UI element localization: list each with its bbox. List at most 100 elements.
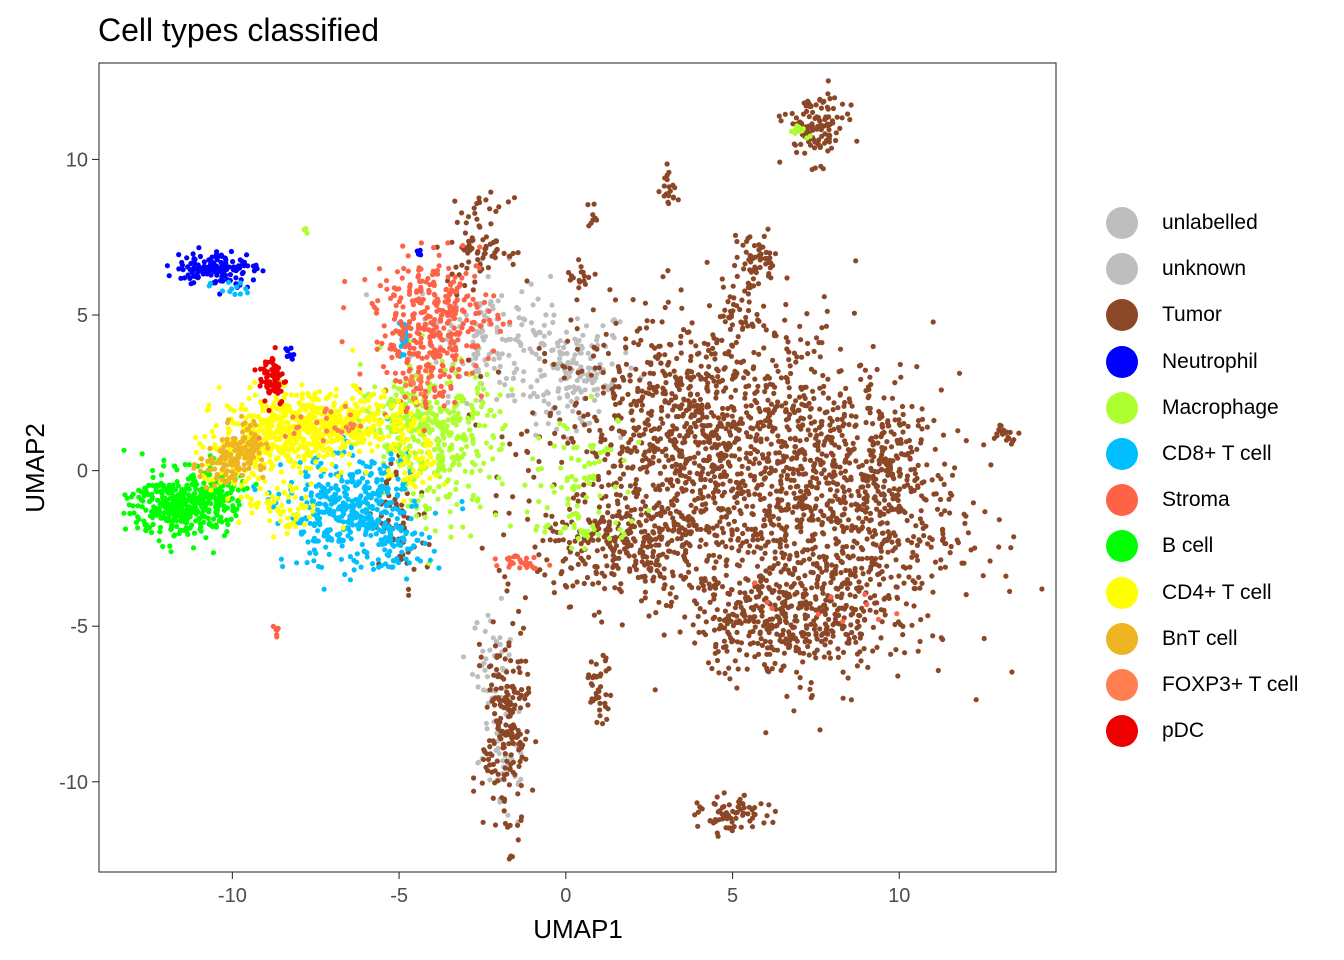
data-point [318,473,324,479]
data-point [588,372,595,378]
data-point [723,426,729,432]
data-point [777,584,783,590]
data-point [809,546,816,552]
data-point [499,434,505,440]
data-point [378,563,385,569]
data-point [769,483,775,489]
data-point [576,484,582,490]
data-point [367,464,373,470]
data-point [483,197,489,203]
data-point [847,592,853,598]
data-point [662,175,668,181]
data-point [631,432,637,438]
data-point [932,446,938,452]
data-point [665,506,671,512]
data-point [500,745,506,751]
data-point [758,436,764,442]
data-point [848,612,854,618]
data-point [788,370,794,377]
data-point [823,554,829,561]
data-point [792,449,798,455]
data-point [581,482,587,488]
data-point [871,441,877,447]
data-point [496,567,502,574]
data-point [845,553,851,559]
data-point [878,411,884,417]
data-point [618,483,624,489]
data-point [730,808,736,815]
data-point [763,384,770,390]
data-point [623,350,629,356]
data-point [743,249,749,255]
data-point [834,416,841,422]
data-point [459,262,465,268]
data-point [728,488,735,494]
data-point [691,374,697,380]
data-point [866,386,872,393]
data-point [478,404,484,410]
data-point [766,470,773,476]
data-point [729,828,735,834]
data-point [734,639,741,645]
data-point [849,403,855,409]
data-point [525,702,531,708]
data-point [719,525,725,531]
data-point [833,137,839,144]
data-point [928,544,934,550]
data-point [699,422,705,428]
data-point [766,413,773,419]
data-point [828,506,834,512]
data-point [327,496,333,502]
data-point [494,667,500,673]
data-point [877,415,883,421]
data-point [831,602,838,608]
data-point [573,400,579,406]
data-point [797,128,803,134]
data-point [729,819,735,825]
data-point [722,307,728,313]
data-point [469,496,475,503]
data-point [583,494,590,500]
data-point [819,325,825,331]
data-point [715,415,722,421]
data-point [775,433,781,439]
data-point [504,588,510,594]
data-point [313,538,319,544]
data-point [180,267,186,273]
data-point [740,540,746,546]
data-point [805,538,811,544]
data-point [826,114,832,120]
data-point [598,439,604,445]
data-point [819,133,825,139]
data-point [729,322,736,328]
data-point [813,630,819,636]
data-point [423,526,429,532]
data-point [841,623,847,630]
data-point [754,388,760,394]
data-point [530,456,536,462]
data-point [474,200,480,207]
data-point [855,488,861,494]
data-point [339,478,345,484]
data-point [449,239,455,245]
data-point [735,535,742,542]
data-point [676,404,682,410]
data-point [513,451,519,458]
data-point [307,550,313,556]
data-point [725,601,732,607]
data-point [430,419,436,426]
data-point [929,477,935,483]
data-point [785,502,791,508]
data-point [593,695,600,701]
data-point [727,429,733,435]
data-point [637,549,643,555]
data-point [748,444,754,450]
data-point [503,722,509,728]
data-point [536,498,542,505]
data-point [491,413,497,419]
data-point [415,408,421,414]
data-point [487,744,493,750]
data-point [230,259,236,265]
data-point [573,360,580,366]
data-point [1007,429,1013,435]
